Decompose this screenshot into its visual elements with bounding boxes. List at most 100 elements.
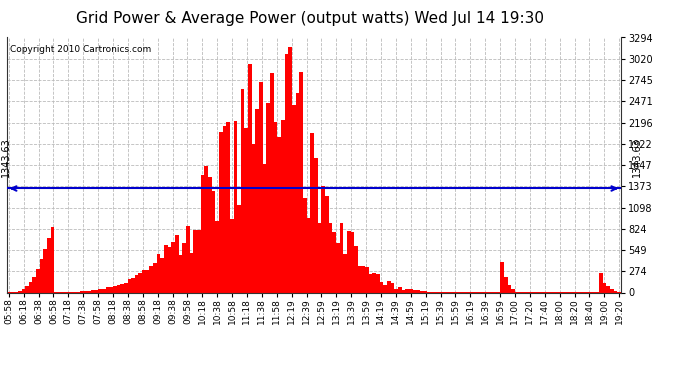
Bar [270,73,274,292]
Bar [405,289,409,292]
Bar [610,290,613,292]
Bar [157,254,161,292]
Bar [18,291,21,292]
Bar [25,286,29,292]
Text: 1343.63: 1343.63 [632,138,642,177]
Bar [128,279,131,292]
Bar [244,128,248,292]
Text: Grid Power & Average Power (output watts) Wed Jul 14 19:30: Grid Power & Average Power (output watts… [77,11,544,26]
Bar [80,291,83,292]
Bar [120,284,124,292]
Bar [314,158,317,292]
Text: 1343.63: 1343.63 [1,138,11,177]
Bar [310,133,314,292]
Bar [98,289,102,292]
Bar [362,266,365,292]
Bar [391,284,395,292]
Bar [248,64,252,292]
Bar [511,289,515,292]
Bar [427,291,431,292]
Bar [376,274,380,292]
Bar [365,267,368,292]
Bar [299,72,303,292]
Bar [226,123,230,292]
Bar [332,232,336,292]
Text: Copyright 2010 Cartronics.com: Copyright 2010 Cartronics.com [10,45,151,54]
Bar [164,245,168,292]
Bar [339,223,343,292]
Bar [186,226,190,292]
Bar [91,291,95,292]
Bar [113,286,117,292]
Bar [303,198,306,292]
Bar [613,291,618,292]
Bar [190,254,193,292]
Bar [263,164,266,292]
Bar [223,126,226,292]
Bar [230,219,233,292]
Bar [384,285,387,292]
Bar [322,186,325,292]
Bar [420,291,424,292]
Bar [150,266,153,292]
Bar [160,258,164,292]
Bar [182,243,186,292]
Bar [40,259,43,292]
Bar [179,255,182,292]
Bar [47,238,51,292]
Bar [380,282,384,292]
Bar [343,254,347,292]
Bar [193,230,197,292]
Bar [500,261,504,292]
Bar [175,236,179,292]
Bar [124,283,128,292]
Bar [168,247,171,292]
Bar [409,290,413,292]
Bar [266,103,270,292]
Bar [139,273,142,292]
Bar [402,290,405,292]
Bar [204,166,208,292]
Bar [351,232,354,292]
Bar [208,177,212,292]
Bar [95,290,98,292]
Bar [88,291,91,292]
Bar [354,246,358,292]
Bar [146,270,150,292]
Bar [255,109,259,292]
Bar [135,275,139,292]
Bar [387,281,391,292]
Bar [21,289,25,292]
Bar [102,289,106,292]
Bar [201,174,204,292]
Bar [77,291,80,292]
Bar [599,273,603,292]
Bar [317,223,322,292]
Bar [197,230,201,292]
Bar [171,242,175,292]
Bar [398,287,402,292]
Bar [106,288,109,292]
Bar [274,122,277,292]
Bar [607,286,610,292]
Bar [215,221,219,292]
Bar [36,268,40,292]
Bar [51,227,55,292]
Bar [413,290,416,292]
Bar [32,277,36,292]
Bar [109,287,113,292]
Bar [277,138,281,292]
Bar [504,277,508,292]
Bar [416,290,420,292]
Bar [281,120,285,292]
Bar [508,285,511,292]
Bar [259,82,263,292]
Bar [252,144,255,292]
Bar [306,218,310,292]
Bar [131,278,135,292]
Bar [117,285,120,292]
Bar [325,196,328,292]
Bar [72,291,77,292]
Bar [83,291,88,292]
Bar [285,54,288,292]
